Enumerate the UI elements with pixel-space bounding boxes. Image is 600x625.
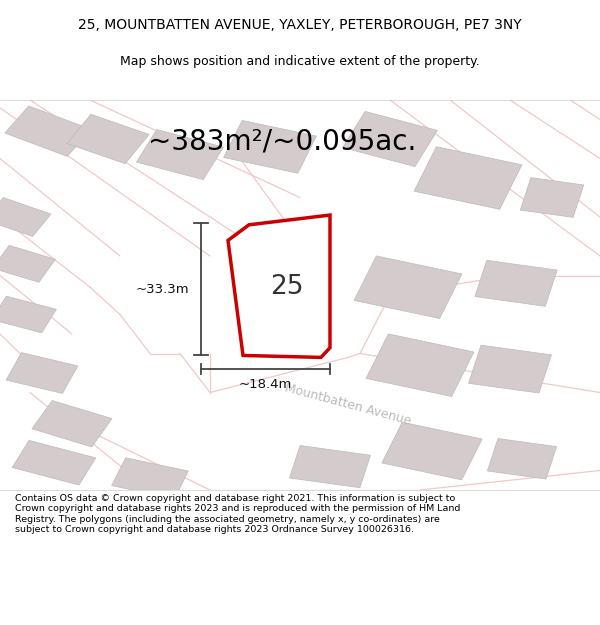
Polygon shape (520, 177, 584, 217)
Polygon shape (67, 114, 149, 164)
Polygon shape (224, 121, 316, 173)
Polygon shape (228, 215, 330, 358)
Polygon shape (12, 441, 96, 485)
Polygon shape (414, 147, 522, 209)
Text: ~383m²/~0.095ac.: ~383m²/~0.095ac. (148, 127, 416, 155)
Polygon shape (366, 334, 474, 396)
Polygon shape (0, 245, 55, 282)
Polygon shape (343, 111, 437, 167)
Polygon shape (354, 256, 462, 319)
Text: Contains OS data © Crown copyright and database right 2021. This information is : Contains OS data © Crown copyright and d… (15, 494, 460, 534)
Text: 25, MOUNTBATTEN AVENUE, YAXLEY, PETERBOROUGH, PE7 3NY: 25, MOUNTBATTEN AVENUE, YAXLEY, PETERBOR… (78, 18, 522, 32)
Polygon shape (487, 439, 557, 479)
Polygon shape (32, 401, 112, 447)
Text: Mountbatten Avenue: Mountbatten Avenue (283, 381, 413, 428)
Polygon shape (6, 352, 78, 393)
Polygon shape (469, 345, 551, 393)
Polygon shape (0, 198, 51, 236)
Polygon shape (0, 296, 56, 333)
Text: ~33.3m: ~33.3m (136, 282, 189, 296)
Polygon shape (246, 250, 312, 309)
Polygon shape (112, 458, 188, 499)
Polygon shape (5, 106, 91, 156)
Text: ~18.4m: ~18.4m (239, 378, 292, 391)
Polygon shape (382, 422, 482, 480)
Polygon shape (137, 129, 223, 179)
Text: Map shows position and indicative extent of the property.: Map shows position and indicative extent… (120, 56, 480, 69)
Polygon shape (289, 446, 371, 488)
Polygon shape (475, 261, 557, 306)
Text: 25: 25 (270, 274, 304, 300)
